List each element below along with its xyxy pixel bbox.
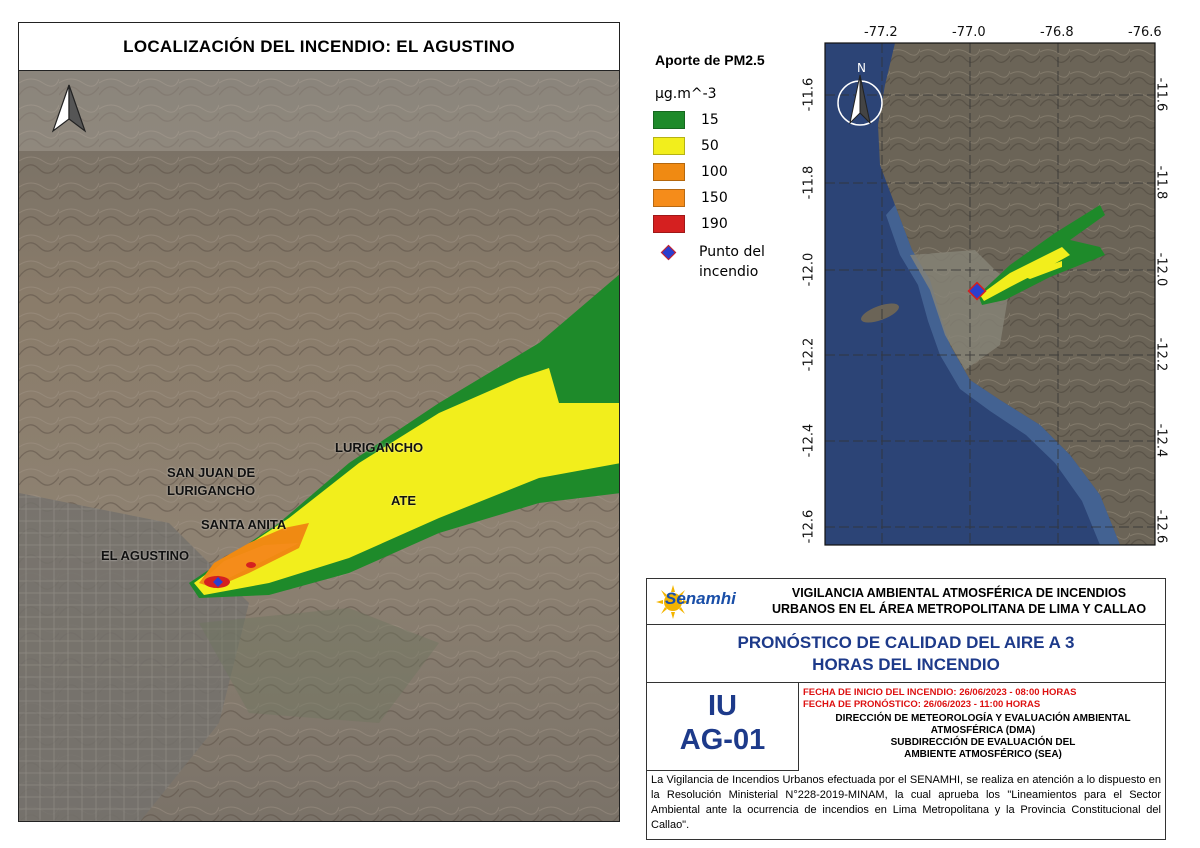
inset-north-label: N bbox=[857, 61, 866, 75]
place-sjl-line2: LURIGANCHO bbox=[167, 483, 256, 498]
legend-item: 50 bbox=[653, 136, 719, 156]
legend-label: 100 bbox=[701, 164, 728, 180]
legend-fire-point-label-1: Punto del bbox=[699, 244, 765, 260]
main-map[interactable]: LOCALIZACIÓN DEL INCENDIO: EL AGUSTINO L… bbox=[18, 22, 620, 822]
forecast-date: FECHA DE PRONÓSTICO: 26/06/2023 - 11:00 … bbox=[803, 699, 1041, 710]
legend-item: 150 bbox=[653, 188, 728, 208]
header-line-2: URBANOS EN EL ÁREA METROPOLITANA DE LIMA… bbox=[771, 602, 1147, 616]
lat-right-2: -11.8 bbox=[1153, 165, 1169, 200]
sea-line-1: SUBDIRECCIÓN DE EVALUACIÓN DEL bbox=[890, 737, 1076, 748]
legend-label: 50 bbox=[701, 138, 719, 154]
lon-label-2: -77.0 bbox=[952, 25, 986, 40]
legend-title: Aporte de PM2.5 bbox=[655, 52, 765, 68]
legend-swatch bbox=[653, 215, 685, 233]
legend-item: 100 bbox=[653, 162, 728, 182]
agency-block: DIRECCIÓN DE METEOROLOGÍA Y EVALUACIÓN A… bbox=[799, 713, 1167, 761]
legend-swatch bbox=[653, 111, 685, 129]
place-ate: ATE bbox=[391, 493, 417, 508]
main-map-title: LOCALIZACIÓN DEL INCENDIO: EL AGUSTINO bbox=[19, 23, 619, 71]
lat-right-4: -12.2 bbox=[1153, 337, 1169, 372]
description-text: La Vigilancia de Incendios Urbanos efect… bbox=[651, 774, 1161, 831]
lat-left-6: -12.6 bbox=[801, 509, 817, 544]
lat-left-4: -12.2 bbox=[801, 337, 817, 372]
fire-point-icon bbox=[653, 244, 683, 260]
legend-swatch bbox=[653, 137, 685, 155]
lat-left-1: -11.6 bbox=[801, 77, 817, 112]
north-arrow-icon bbox=[51, 84, 87, 133]
forecast-title: PRONÓSTICO DE CALIDAD DEL AIRE A 3 HORAS… bbox=[647, 625, 1165, 683]
dates-block: FECHA DE INICIO DEL INCENDIO: 26/06/2023… bbox=[803, 687, 1163, 711]
lat-right-5: -12.4 bbox=[1153, 423, 1169, 458]
forecast-title-line-2: HORAS DEL INCENDIO bbox=[812, 655, 1000, 674]
legend-fire-point-label-2: incendio bbox=[699, 264, 759, 280]
place-sjl-line1: SAN JUAN DE bbox=[167, 465, 256, 480]
panel-header-text: VIGILANCIA AMBIENTAL ATMOSFÉRICA DE INCE… bbox=[757, 585, 1161, 617]
forecast-title-line-1: PRONÓSTICO DE CALIDAD DEL AIRE A 3 bbox=[737, 633, 1075, 652]
panel-header: Senamhi VIGILANCIA AMBIENTAL ATMOSFÉRICA… bbox=[647, 579, 1165, 625]
lat-right-1: -11.6 bbox=[1153, 77, 1169, 112]
info-panel: Senamhi VIGILANCIA AMBIENTAL ATMOSFÉRICA… bbox=[646, 578, 1166, 840]
place-el-agustino: EL AGUSTINO bbox=[101, 548, 190, 563]
legend-item: 190 bbox=[653, 214, 728, 234]
legend-fire-point: Punto del bbox=[653, 242, 765, 262]
dma-line-1: DIRECCIÓN DE METEOROLOGÍA Y EVALUACIÓN A… bbox=[835, 713, 1131, 724]
legend-swatch bbox=[653, 163, 685, 181]
sea-line-2: AMBIENTE ATMOSFÉRICO (SEA) bbox=[904, 749, 1062, 760]
legend-unit: µg.m^-3 bbox=[655, 86, 717, 102]
senamhi-logo-icon bbox=[656, 585, 690, 619]
lat-right-6: -12.6 bbox=[1153, 509, 1169, 544]
lon-label-3: -76.8 bbox=[1040, 25, 1074, 40]
lat-left-2: -11.8 bbox=[801, 165, 817, 200]
legend-item: 15 bbox=[653, 110, 719, 130]
legend-label: 15 bbox=[701, 112, 719, 128]
start-date: FECHA DE INICIO DEL INCENDIO: 26/06/2023… bbox=[803, 687, 1077, 698]
legend-label: 150 bbox=[701, 190, 728, 206]
inset-map[interactable]: N -77.2 -77.0 -76.8 -76.6 -11.6 -11.8 -1… bbox=[800, 25, 1180, 553]
lon-label-1: -77.2 bbox=[864, 25, 898, 40]
place-santa-anita: SANTA ANITA bbox=[201, 517, 287, 532]
lat-left-3: -12.0 bbox=[801, 252, 817, 287]
senamhi-logo-text: Senamhi bbox=[665, 589, 736, 608]
inset-north-arrow-icon bbox=[837, 74, 883, 126]
legend-swatch bbox=[653, 189, 685, 207]
dma-line-2: ATMOSFÉRICA (DMA) bbox=[930, 725, 1036, 736]
lat-left-5: -12.4 bbox=[801, 423, 817, 458]
terrain-image bbox=[19, 23, 619, 821]
report-code: IU AG-01 bbox=[647, 683, 799, 771]
legend-label: 190 bbox=[701, 216, 728, 232]
report-code-line-2: AG-01 bbox=[679, 724, 766, 756]
inset-satellite-image bbox=[824, 42, 1156, 546]
header-line-1: VIGILANCIA AMBIENTAL ATMOSFÉRICA DE INCE… bbox=[791, 586, 1127, 600]
report-code-line-1: IU bbox=[708, 690, 737, 722]
lon-label-4: -76.6 bbox=[1128, 25, 1162, 40]
place-lurigancho: LURIGANCHO bbox=[335, 440, 424, 455]
lat-right-3: -12.0 bbox=[1153, 252, 1169, 287]
